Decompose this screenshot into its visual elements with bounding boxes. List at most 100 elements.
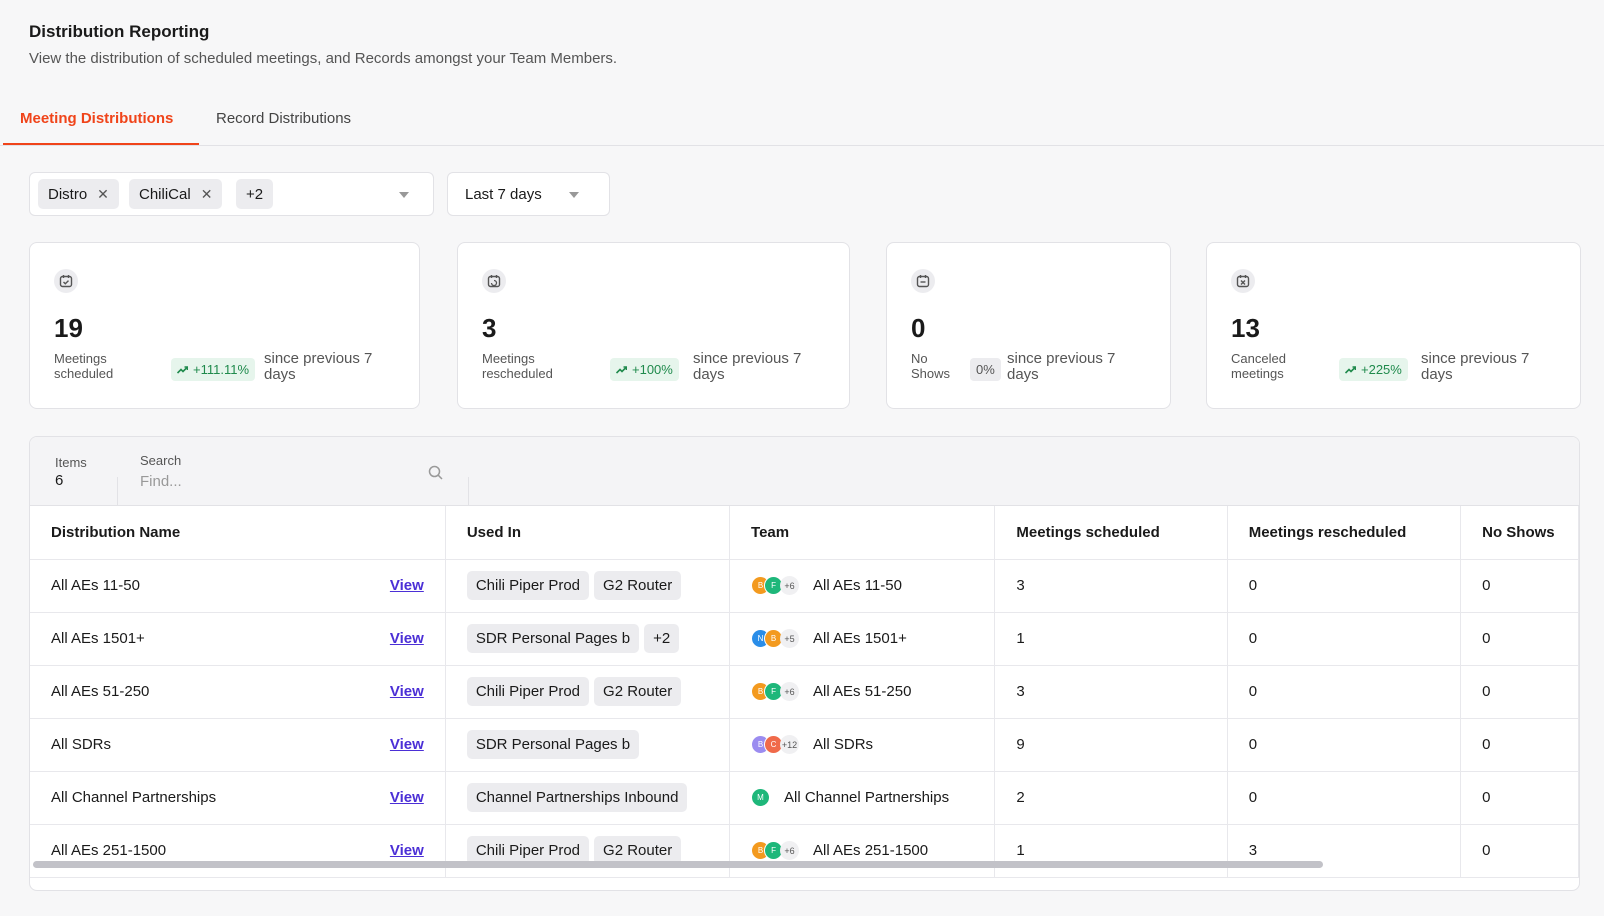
view-link[interactable]: View — [389, 789, 424, 806]
search-icon[interactable] — [428, 465, 443, 485]
meetings-scheduled-cell: 1 — [994, 612, 1228, 666]
column-header-distribution-name[interactable]: Distribution Name — [30, 506, 446, 560]
stat-label: No Shows — [911, 351, 951, 381]
stat-label: Meetings rescheduled — [482, 351, 553, 381]
meetings-rescheduled-cell: 0 — [1227, 771, 1462, 825]
page-title: Distribution Reporting — [29, 22, 210, 41]
remove-chip-icon[interactable]: ✕ — [97, 185, 109, 202]
meetings-scheduled-cell: 2 — [994, 771, 1228, 825]
avatar: F — [764, 841, 784, 860]
table-row: All AEs 1501+ View SDR Personal Pages b +2… — [30, 612, 1579, 666]
table-toolbar: Items 6 Search — [30, 437, 1579, 506]
meetings-rescheduled-cell: 3 — [1227, 824, 1462, 878]
stat-card-canceled-meetings: 13 Canceled meetings +225% since previous… — [1206, 242, 1581, 409]
distribution-name-cell: All Channel Partnerships View — [30, 771, 446, 825]
used-in-more-tag[interactable]: +2 — [644, 624, 680, 653]
filter-more-count: +2 — [246, 185, 264, 203]
team-name: All SDRs — [813, 736, 874, 753]
no-shows-cell: 0 — [1460, 559, 1579, 613]
horizontal-scrollbar[interactable] — [33, 861, 1323, 868]
view-link[interactable]: View — [389, 736, 424, 753]
search-input[interactable] — [140, 470, 420, 492]
filter-chip-more[interactable]: +2 — [236, 179, 274, 209]
trend-up-icon — [177, 365, 188, 374]
team-name: All Channel Partnerships — [784, 789, 950, 806]
trend-up-icon — [1345, 365, 1356, 374]
avatar-more-count: +5 — [780, 629, 800, 648]
since-text: since previous 7 days — [264, 350, 373, 383]
distribution-table-panel: Items 6 Search Distribution Name Used In… — [29, 436, 1580, 891]
used-in-tag: Chili Piper Prod — [466, 571, 590, 600]
trend-up-icon — [616, 365, 627, 374]
used-in-tag: G2 Router — [594, 836, 682, 865]
column-header-meetings-scheduled[interactable]: Meetings scheduled — [994, 506, 1228, 560]
meetings-rescheduled-cell: 0 — [1227, 559, 1462, 613]
stat-value: 13 — [1231, 313, 1260, 343]
table-row: All AEs 251-1500 View Chili Piper Prod G2 … — [30, 824, 1579, 878]
distribution-table: Distribution Name Used In Team Meetings … — [30, 506, 1579, 878]
active-tab-indicator — [3, 143, 199, 145]
meetings-scheduled-cell: 9 — [994, 718, 1228, 772]
since-text: since previous 7 days — [1007, 350, 1116, 383]
remove-chip-icon[interactable]: ✕ — [200, 185, 213, 202]
filter-chip-label: ChiliCal — [139, 185, 191, 203]
trend-badge: +100% — [610, 358, 679, 381]
team-name: All AEs 11-50 — [813, 577, 902, 594]
team-cell: B F +6 All AEs 11-50 — [729, 559, 996, 613]
view-link[interactable]: View — [389, 842, 424, 859]
column-header-meetings-rescheduled[interactable]: Meetings rescheduled — [1227, 506, 1462, 560]
no-shows-cell: 0 — [1460, 718, 1579, 772]
tab-bar: Meeting Distributions Record Distributio… — [0, 96, 1604, 146]
trend-badge: 0% — [970, 358, 1001, 381]
view-link[interactable]: View — [389, 577, 424, 594]
tab-meeting-distributions[interactable]: Meeting Distributions — [20, 110, 174, 127]
distribution-name-cell: All AEs 251-1500 View — [30, 824, 446, 878]
avatar: B — [764, 629, 784, 648]
used-in-tag: Channel Partnerships Inbound — [466, 783, 688, 812]
distribution-name-cell: All AEs 51-250 View — [30, 665, 446, 719]
view-link[interactable]: View — [389, 630, 424, 647]
calendar-check-icon — [54, 269, 78, 293]
calendar-noshow-icon — [911, 269, 935, 293]
used-in-tag: SDR Personal Pages b — [466, 624, 640, 653]
column-header-used-in[interactable]: Used In — [445, 506, 731, 560]
team-cell: B F +6 All AEs 51-250 — [729, 665, 996, 719]
avatar-more-count: +6 — [780, 841, 800, 860]
items-count: 6 — [55, 472, 64, 489]
chevron-down-icon[interactable] — [399, 192, 409, 198]
meetings-scheduled-cell: 3 — [994, 559, 1228, 613]
team-name: All AEs 51-250 — [813, 683, 912, 700]
stat-value: 0 — [911, 313, 926, 343]
no-shows-cell: 0 — [1460, 824, 1579, 878]
column-header-no-shows[interactable]: No Shows — [1460, 506, 1579, 560]
team-name: All AEs 251-1500 — [813, 842, 929, 859]
tab-record-distributions[interactable]: Record Distributions — [216, 110, 352, 127]
stat-label: Canceled meetings — [1231, 351, 1286, 381]
team-cell: B C +12 All SDRs — [729, 718, 996, 772]
meetings-scheduled-cell: 1 — [994, 824, 1228, 878]
meetings-scheduled-cell: 3 — [994, 665, 1228, 719]
distribution-filter-select[interactable]: Distro ✕ ChiliCal ✕ +2 — [29, 172, 434, 216]
avatar: F — [764, 576, 784, 595]
toolbar-divider — [117, 477, 118, 506]
no-shows-cell: 0 — [1460, 612, 1579, 666]
distribution-name-cell: All AEs 1501+ View — [30, 612, 446, 666]
date-range-select[interactable]: Last 7 days — [447, 172, 610, 216]
used-in-tag: G2 Router — [594, 677, 682, 706]
avatar: M — [751, 788, 771, 807]
toolbar-divider — [468, 477, 469, 506]
used-in-tag: Chili Piper Prod — [466, 836, 590, 865]
filter-chip-distro: Distro ✕ — [38, 179, 119, 209]
no-shows-cell: 0 — [1460, 665, 1579, 719]
used-in-cell: Chili Piper Prod G2 Router — [445, 559, 731, 613]
no-shows-cell: 0 — [1460, 771, 1579, 825]
team-name: All AEs 1501+ — [813, 630, 907, 647]
avatar-more-count: +6 — [780, 576, 800, 595]
column-header-team[interactable]: Team — [729, 506, 996, 560]
used-in-tag: SDR Personal Pages b — [466, 730, 640, 759]
table-header-row: Distribution Name Used In Team Meetings … — [30, 506, 1579, 560]
meetings-rescheduled-cell: 0 — [1227, 612, 1462, 666]
stat-card-no-shows: 0 No Shows 0% since previous 7 days — [886, 242, 1171, 409]
view-link[interactable]: View — [389, 683, 424, 700]
stat-card-meetings-rescheduled: 3 Meetings rescheduled +100% since previo… — [457, 242, 850, 409]
